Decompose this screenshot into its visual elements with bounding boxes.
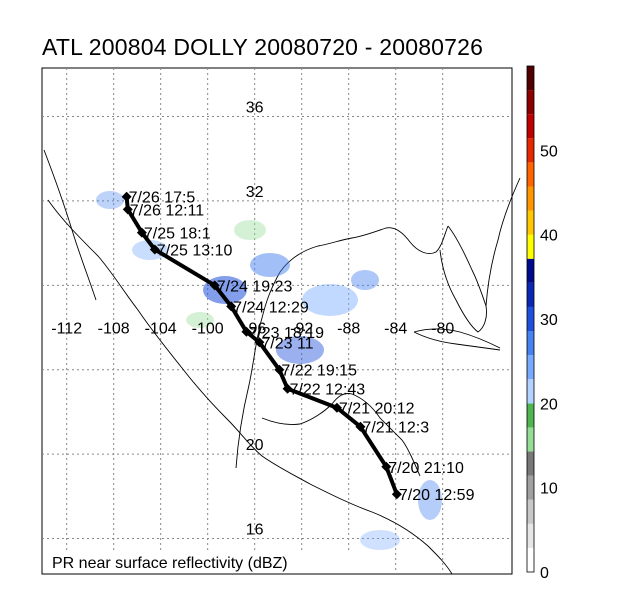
colorbar-swatch xyxy=(527,523,534,548)
footer-label-bg xyxy=(46,550,352,572)
lon-label: -92 xyxy=(290,321,313,338)
colorbar: 50 40 30 20 10 0 xyxy=(526,65,558,582)
track-point-label: 7/20 21:10 xyxy=(388,460,464,477)
colorbar-tick-label: 30 xyxy=(540,312,558,329)
track-point xyxy=(121,191,132,202)
colorbar-swatch xyxy=(527,403,534,428)
track-point-label: 7/22 19:15 xyxy=(281,363,357,380)
track-point-label: 7/22 12:43 xyxy=(290,382,366,399)
lat-label: 32 xyxy=(246,184,264,201)
track-point-label: 7/21 20:12 xyxy=(339,401,415,418)
track-point xyxy=(355,421,366,432)
track-point-label: 7/24 19:23 xyxy=(217,278,293,295)
map-title: ATL 200804 DOLLY 20080720 - 20080726 xyxy=(42,34,484,60)
track-point-label: 7/26 17:5 xyxy=(129,190,196,207)
lon-label: -80 xyxy=(431,321,454,338)
track-point xyxy=(209,280,220,291)
colorbar-swatch xyxy=(527,162,534,187)
track-point xyxy=(122,204,133,215)
colorbar-swatch xyxy=(527,451,534,476)
track-point-label: 7/25 13:10 xyxy=(157,242,233,259)
track-point xyxy=(274,364,285,375)
colorbar-swatch xyxy=(527,258,534,283)
lat-label: 20 xyxy=(246,437,264,454)
lon-label: -104 xyxy=(145,321,177,338)
colorbar-swatch xyxy=(527,114,534,139)
track-point-label: 7/23 18:19 xyxy=(248,325,324,342)
colorbar-swatch xyxy=(527,234,534,259)
colorbar-swatch xyxy=(527,499,534,524)
track-point xyxy=(226,301,237,312)
lat-label: 16 xyxy=(246,522,264,539)
lon-label: -100 xyxy=(192,321,224,338)
lat-label: 36 xyxy=(246,100,264,117)
track-point xyxy=(282,383,293,394)
track-line xyxy=(124,196,399,495)
map-frame xyxy=(41,67,513,575)
colorbar-swatch xyxy=(527,90,534,115)
colorbar-swatch xyxy=(527,331,534,356)
colorbar-swatch xyxy=(527,282,534,307)
lon-label: -88 xyxy=(337,321,360,338)
footer-label: PR near surface reflectivity (dBZ) xyxy=(52,555,288,572)
track-point-label: 7/26 12:11 xyxy=(130,202,205,219)
reflectivity-swath xyxy=(96,191,442,550)
colorbar-tick-label: 10 xyxy=(540,481,558,498)
track-point xyxy=(149,244,160,255)
colorbar-tick-label: 20 xyxy=(540,396,558,413)
storm-track: 7/20 12:59 7/20 21:10 7/21 12:3 7/21 20:12 7… xyxy=(121,190,475,504)
colorbar-swatch xyxy=(527,475,534,500)
colorbar-swatch xyxy=(527,355,534,380)
colorbar-swatch xyxy=(527,547,534,572)
track-point xyxy=(381,461,392,472)
track-point xyxy=(391,489,402,500)
track-point xyxy=(136,227,147,238)
track-point-label: 7/25 18:1 xyxy=(144,226,211,243)
track-point-label: 7/24 12:29 xyxy=(233,299,309,316)
colorbar-swatch xyxy=(527,210,534,235)
colorbar-tick-label: 50 xyxy=(540,143,558,160)
colorbar-tick-label: 40 xyxy=(540,228,558,245)
track-point-label: 7/20 12:59 xyxy=(399,487,475,504)
lon-label: -84 xyxy=(384,321,407,338)
colorbar-swatch xyxy=(527,306,534,332)
colorbar-swatch xyxy=(527,379,534,404)
track-point-label: 7/23 11 xyxy=(261,335,313,352)
colorbar-tick-label: 0 xyxy=(540,565,549,582)
track-point xyxy=(254,337,265,348)
coastline xyxy=(43,149,521,575)
track-point xyxy=(241,326,252,337)
colorbar-swatch xyxy=(527,138,534,163)
colorbar-swatch xyxy=(527,66,534,91)
track-point xyxy=(331,402,342,413)
lon-label: -108 xyxy=(98,321,130,338)
track-point-label: 7/21 12:3 xyxy=(362,420,429,437)
latitude-labels: 36 32 20 16 xyxy=(246,100,264,539)
colorbar-swatch xyxy=(527,427,534,452)
lon-label: -112 xyxy=(51,321,82,338)
colorbar-swatch xyxy=(527,186,534,211)
colorbar-frame xyxy=(526,65,535,573)
